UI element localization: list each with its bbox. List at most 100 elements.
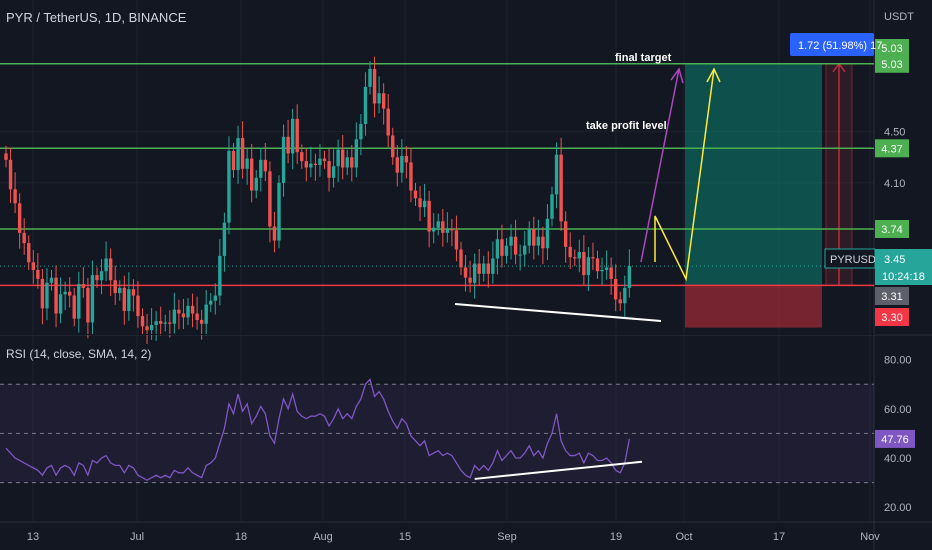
candle-body [95, 275, 99, 281]
candle-body [341, 149, 345, 168]
candle-body [227, 150, 231, 223]
candle-body [623, 287, 627, 304]
position-stats-bg [790, 33, 874, 56]
candle-body [523, 245, 527, 255]
candle-body [268, 171, 272, 227]
candle-body [213, 295, 217, 301]
candle-body [486, 263, 490, 274]
candle-body [504, 245, 509, 256]
candle-body [559, 154, 563, 222]
candle-body [491, 258, 495, 274]
candle-body [172, 309, 177, 324]
time-tick: Aug [313, 531, 333, 543]
time-tick: Jul [130, 531, 144, 543]
candle-body [58, 294, 63, 314]
level-badge-5.03-bg [875, 54, 909, 73]
candle-body [72, 295, 76, 319]
time-tick: Nov [860, 531, 880, 543]
rsi-value-bg [875, 429, 915, 448]
candle-body [13, 189, 17, 204]
candle-body [563, 221, 568, 247]
rsi-tick: 20.00 [884, 502, 912, 514]
candle-body [259, 159, 263, 178]
price-tick: 4.10 [884, 178, 905, 190]
target-badge: 5.03 [881, 43, 902, 55]
position-profit-zone[interactable] [685, 63, 822, 286]
candle-body [263, 159, 268, 172]
candle-body [22, 232, 26, 244]
target-arrow[interactable] [640, 68, 680, 263]
candle-body [68, 291, 72, 296]
candle-body [140, 316, 145, 327]
candle-body [254, 177, 258, 191]
candle-body [31, 262, 35, 270]
price-tick: 4.50 [884, 127, 905, 139]
rsi-tick: 80.00 [884, 355, 912, 367]
rsi-tick: 40.00 [884, 453, 912, 465]
candle-body [400, 155, 404, 173]
candle-body [450, 228, 454, 231]
symbol-header: PYR / TetherUS, 1D, BINANCE [6, 10, 187, 25]
candle-body [304, 161, 308, 168]
price-pane-clip [0, 334, 874, 335]
candle-body [482, 263, 486, 274]
candle-body [477, 263, 481, 274]
candle-body [568, 246, 572, 258]
rsi-trendline[interactable] [474, 460, 643, 480]
candle-body [186, 305, 190, 318]
position-loss-zone[interactable] [685, 285, 822, 328]
target-badge-bg [875, 39, 909, 57]
candle-body [527, 228, 531, 246]
candle-body [509, 236, 513, 246]
annotation-final-target: final target [615, 52, 672, 64]
annotation-take-profit: take profit level [586, 120, 667, 132]
candle-body [277, 182, 281, 241]
candle-body [199, 319, 204, 324]
time-tick: 19 [610, 531, 622, 543]
time-tick: 18 [235, 531, 247, 543]
candle-body [281, 136, 286, 183]
candle-body [595, 258, 600, 272]
candle-body [395, 157, 399, 173]
candle-body [204, 304, 208, 324]
candle-body [99, 271, 104, 281]
current-price-bg [875, 249, 932, 285]
candle-body [154, 321, 158, 326]
candle-body [331, 166, 336, 178]
candle-body [541, 236, 545, 249]
candle-body [359, 123, 363, 140]
candle-body [272, 226, 277, 241]
candle-body [422, 200, 427, 208]
candle-body [454, 230, 459, 250]
candle-body [322, 158, 327, 162]
support-trendline[interactable] [454, 303, 662, 322]
projected-path[interactable] [654, 68, 715, 282]
level-badge-5.03: 5.03 [881, 59, 902, 71]
rsi-value: 47.76 [881, 434, 909, 446]
candle-body [354, 139, 359, 168]
candle-body [386, 108, 390, 136]
candle-body [513, 236, 518, 255]
candle-body [336, 149, 340, 167]
candle-body [36, 269, 40, 279]
rsi-tick: 60.00 [884, 404, 912, 416]
candle-body [17, 203, 22, 233]
candle-body [168, 322, 172, 324]
candle-body [627, 266, 632, 288]
candle-body [468, 277, 472, 283]
candle-body [459, 249, 463, 268]
candle-body [27, 243, 31, 263]
candles-group [4, 56, 632, 344]
candle-body [122, 287, 126, 311]
candle-body [413, 190, 418, 199]
rsi-indicator-title: RSI (14, close, SMA, 14, 2) [6, 347, 152, 361]
candle-body [163, 322, 167, 324]
candle-body [372, 68, 377, 104]
candle-body [136, 295, 140, 317]
level-badge-3.74-bg [875, 219, 909, 238]
candle-body [618, 299, 622, 304]
candle-body [391, 135, 395, 158]
symbol-tag: PYRUSDT [830, 254, 883, 266]
candle-body [409, 162, 413, 191]
